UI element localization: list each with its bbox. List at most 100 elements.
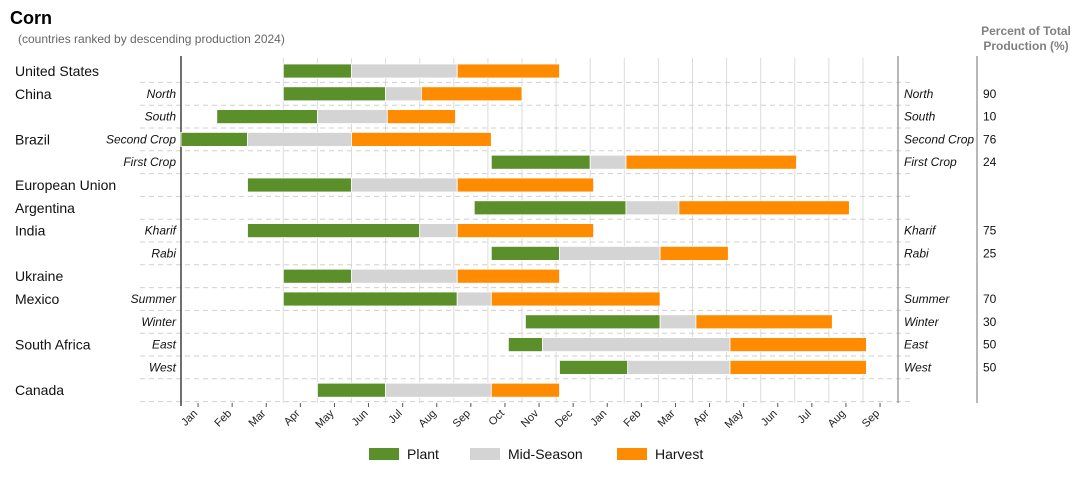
country-label: Mexico: [15, 291, 60, 307]
bar-harvest: [386, 109, 456, 124]
x-tick-label: Apr: [282, 407, 303, 428]
legend: Plant Mid-Season Harvest: [369, 446, 703, 462]
bar-harvest: [659, 245, 729, 261]
bar-plant: [490, 154, 591, 170]
legend-swatch-plant: [369, 448, 399, 460]
bar-plant: [247, 177, 352, 193]
bar-harvest: [729, 337, 867, 353]
bar-mid: [589, 154, 627, 170]
bar-harvest: [421, 86, 523, 102]
bar-plant: [216, 109, 318, 124]
bar-harvest: [490, 291, 661, 307]
x-tick-label: Jun: [759, 408, 780, 429]
bar-plant: [282, 63, 352, 79]
region-label-right: South: [904, 110, 936, 124]
region-label-left: East: [152, 338, 177, 352]
region-label-right: Second Crop: [904, 132, 974, 146]
percent-value: 10: [983, 110, 997, 124]
bar-mid: [247, 131, 352, 147]
country-label: Argentina: [15, 200, 75, 216]
bar-plant: [559, 359, 629, 375]
bar-plant: [316, 382, 386, 398]
region-label-left: Summer: [131, 292, 177, 306]
x-tick-label: Aug: [826, 408, 848, 430]
region-label-left: Kharif: [145, 224, 178, 238]
region-label-left: South: [145, 110, 177, 124]
bar-plant: [525, 314, 661, 330]
bar-harvest: [678, 200, 850, 216]
x-tick-label: Jan: [588, 408, 609, 429]
percent-value: 25: [983, 246, 997, 260]
country-label: European Union: [15, 177, 116, 193]
x-tick-label: Feb: [622, 408, 644, 430]
bar-harvest: [456, 268, 560, 284]
region-label-right: East: [904, 338, 929, 352]
chart-title: Corn: [10, 8, 52, 28]
x-tick-label: Nov: [519, 407, 542, 430]
x-tick-label: Mar: [246, 407, 268, 429]
bar-mid: [627, 359, 731, 375]
bar-mid: [351, 63, 458, 79]
x-tick-label: Sep: [860, 408, 882, 430]
bar-harvest: [351, 131, 492, 147]
bar-mid: [456, 291, 492, 307]
region-label-right: First Crop: [904, 155, 957, 169]
x-tick-label: Feb: [212, 408, 234, 430]
region-label-left: Second Crop: [106, 132, 176, 146]
bar-plant: [490, 245, 560, 261]
x-tick-label: Oct: [486, 408, 507, 429]
x-tick-label: May: [723, 407, 747, 431]
country-label: Canada: [15, 382, 64, 398]
country-label: China: [15, 86, 52, 102]
bar-harvest: [456, 63, 560, 79]
x-tick-label: Sep: [451, 408, 473, 430]
legend-swatch-mid: [470, 448, 500, 460]
x-tick-label: Dec: [553, 407, 576, 430]
bar-mid: [625, 200, 680, 216]
percent-value: 90: [983, 87, 997, 101]
bar-plant: [180, 131, 248, 147]
bar-harvest: [456, 177, 595, 193]
bar-mid: [385, 382, 492, 398]
row-labels: United States China North North 90 South South…: [15, 63, 997, 398]
bar-plant: [282, 86, 386, 102]
bar-plant: [507, 337, 543, 353]
x-tick-label: Mar: [656, 407, 678, 429]
bar-harvest: [729, 359, 867, 375]
legend-label-mid: Mid-Season: [508, 446, 583, 462]
bar-plant: [473, 200, 627, 216]
x-tick-label: Aug: [417, 408, 439, 430]
x-tick-label: May: [313, 407, 337, 431]
x-axis-ticks: Jan Feb Mar Apr May Jun Jul Aug Sep Oct Nov Dec Jan F…: [179, 403, 882, 431]
bars-layer: [180, 63, 867, 398]
legend-label-harvest: Harvest: [655, 446, 703, 462]
x-tick-label: Apr: [691, 407, 712, 428]
region-label-left: First Crop: [123, 155, 176, 169]
bar-mid: [316, 109, 388, 124]
bar-plant: [247, 223, 421, 239]
region-label-left: West: [149, 360, 177, 374]
x-tick-label: Jul: [796, 408, 814, 426]
bar-mid: [351, 177, 458, 193]
country-label: South Africa: [15, 337, 91, 353]
percent-value: 75: [983, 224, 997, 238]
country-label: India: [15, 223, 46, 239]
region-label-right: North: [904, 87, 934, 101]
bar-mid: [542, 337, 731, 353]
percent-value: 50: [983, 338, 997, 352]
bar-mid: [659, 314, 697, 330]
percent-value: 70: [983, 292, 997, 306]
bar-mid: [351, 268, 458, 284]
x-tick-label: Jun: [350, 408, 371, 429]
x-tick-label: Jan: [179, 408, 200, 429]
percent-header-line-2: Production (%): [983, 39, 1068, 53]
percent-value: 30: [983, 315, 997, 329]
region-label-right: Kharif: [904, 224, 937, 238]
legend-swatch-harvest: [617, 448, 647, 460]
region-label-left: Winter: [141, 315, 177, 329]
bar-harvest: [695, 314, 833, 330]
percent-value: 50: [983, 360, 997, 374]
region-label-right: Rabi: [904, 246, 929, 260]
x-tick-label: Jul: [386, 408, 404, 426]
bar-harvest: [490, 382, 560, 398]
